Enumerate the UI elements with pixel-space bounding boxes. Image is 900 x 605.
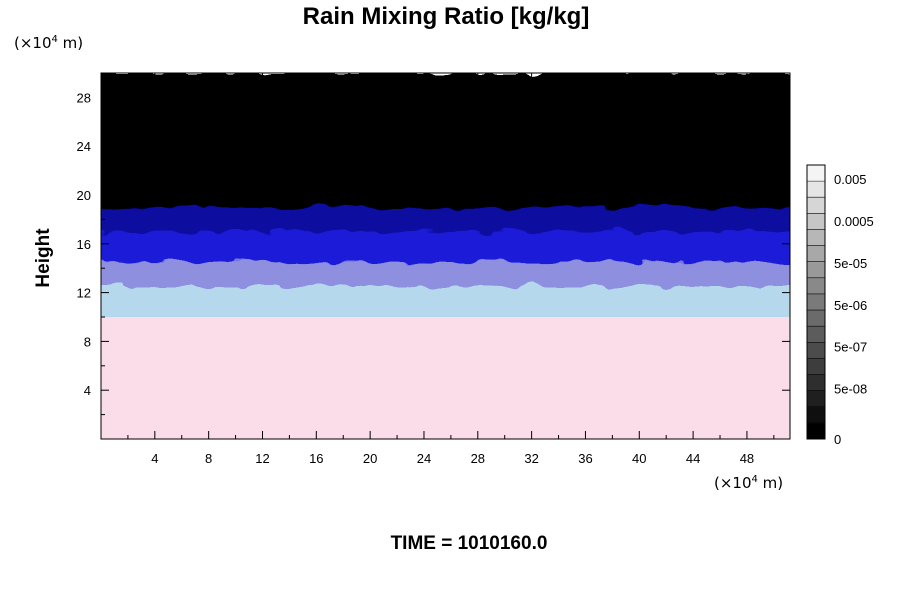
colorbar-segment — [807, 197, 825, 214]
chart-title: Rain Mixing Ratio [kg/kg] — [303, 3, 590, 30]
x-tick-label: 20 — [363, 451, 377, 466]
colorbar-label: 0.005 — [834, 172, 867, 187]
colorbar-segment — [807, 390, 825, 408]
colorbar-frame — [806, 164, 826, 440]
colorbar-segment — [807, 422, 825, 440]
x-tick-label: 48 — [740, 451, 754, 466]
x-tick-label: 8 — [205, 451, 212, 466]
x-tick-label: 12 — [255, 451, 269, 466]
colorbar-segment — [807, 358, 825, 376]
colorbar-segment — [807, 326, 825, 343]
y-tick-label: 8 — [84, 334, 91, 349]
x-tick-label: 24 — [417, 451, 431, 466]
y-axis-label: Height — [33, 228, 54, 288]
y-axis-unit: (×104 m) — [14, 34, 83, 52]
colorbar-label: 0 — [834, 432, 841, 447]
colorbar: 0.005 0.0005 5e-05 5e-06 5e-07 5e-08 0 — [806, 164, 874, 447]
colorbar-segment — [807, 245, 825, 263]
colorbar-label: 5e-06 — [834, 298, 867, 313]
colorbar-segment — [807, 181, 825, 198]
x-tick-label: 32 — [524, 451, 538, 466]
colorbar-segment — [807, 165, 825, 182]
time-annotation: TIME = 1010160.0 — [391, 533, 548, 554]
plot-frame — [100, 72, 791, 440]
colorbar-segment — [807, 261, 825, 279]
heatmap-layer — [101, 317, 790, 439]
y-tick-label: 24 — [77, 139, 91, 154]
y-tick-label: 20 — [77, 188, 91, 203]
colorbar-segment — [807, 293, 825, 311]
colorbar-segment — [807, 229, 825, 247]
y-tick-label: 12 — [77, 286, 91, 301]
colorbar-segment — [807, 406, 825, 424]
x-tick-label: 28 — [471, 451, 485, 466]
x-tick-label: 16 — [309, 451, 323, 466]
colorbar-label: 5e-08 — [834, 382, 867, 397]
y-axis: 4 8 12 16 20 24 28 — [77, 90, 790, 416]
y-tick-label: 4 — [84, 383, 91, 398]
colorbar-segment — [807, 374, 825, 392]
colorbar-segment — [807, 277, 825, 295]
y-tick-label: 28 — [77, 90, 91, 105]
y-tick-label: 16 — [77, 237, 91, 252]
colorbar-segment — [807, 213, 825, 230]
x-axis-unit: (×104 m) — [714, 474, 783, 492]
x-tick-label: 44 — [686, 451, 700, 466]
colorbar-segment — [807, 310, 825, 327]
x-tick-label: 36 — [578, 451, 592, 466]
colorbar-label: 5e-05 — [834, 256, 867, 271]
x-axis: 4 8 12 16 20 24 28 32 36 40 44 48 — [127, 73, 775, 466]
x-tick-label: 4 — [151, 451, 158, 466]
x-tick-label: 40 — [632, 451, 646, 466]
colorbar-label: 5e-07 — [834, 340, 867, 355]
colorbar-label: 0.0005 — [834, 214, 874, 229]
plot-area — [100, 72, 791, 440]
colorbar-segment — [807, 342, 825, 359]
